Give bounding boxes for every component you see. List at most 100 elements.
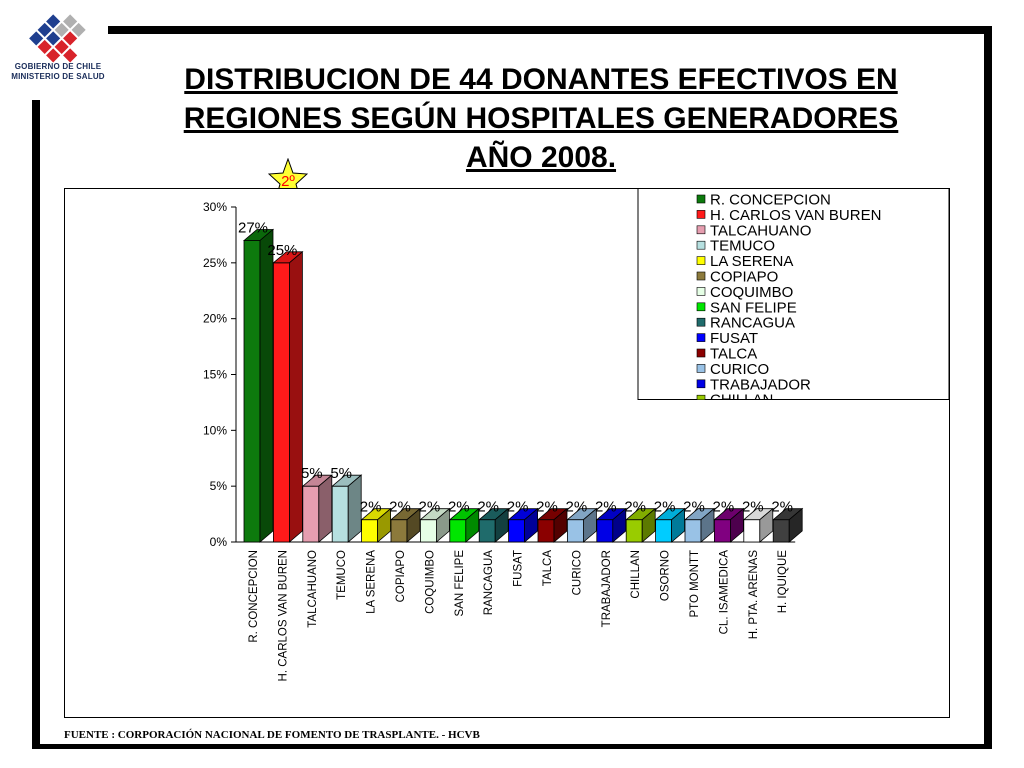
bar (331, 474, 363, 543)
legend-swatch (696, 364, 706, 373)
title-line-1: DISTRIBUCION DE 44 DONANTES EFECTIVOS EN (184, 63, 898, 96)
bar-side (465, 507, 480, 543)
bar-front (714, 519, 731, 543)
data-label: 25% (267, 242, 297, 259)
logo-text-line2: MINISTERIO DE SALUD (11, 72, 105, 81)
bar (772, 507, 804, 543)
bar (507, 507, 539, 543)
bar-front (537, 519, 555, 543)
title-line-3: AÑO 2008. (465, 141, 617, 174)
logo-text-line1: GOBIERNO DE CHILE (14, 62, 102, 71)
data-label: 2% (624, 499, 646, 516)
x-tick-label: R. CONCEPCION (248, 550, 260, 643)
legend-label: TEMUCO (710, 238, 775, 255)
bar-side (759, 507, 774, 543)
legend-swatch (696, 333, 706, 342)
x-tick-label: CURICO (571, 550, 583, 595)
bar (242, 228, 275, 543)
bar-side (612, 507, 627, 543)
bar-side (259, 228, 274, 543)
x-tick-label: CHILLAN (630, 550, 642, 599)
x-tick-label: LA SERENA (366, 550, 378, 614)
y-tick-label: 30% (203, 200, 227, 214)
bar-front (419, 519, 437, 543)
bar-side (318, 474, 333, 543)
bar-front (566, 519, 584, 543)
page-title: DISTRIBUCION DE 44 DONANTES EFECTIVOS EN… (120, 60, 962, 177)
frame-right-border (984, 26, 992, 748)
frame-left-border (32, 100, 40, 749)
legend-swatch (696, 394, 706, 400)
x-tick-label: PTO MONTT (689, 550, 701, 618)
legend-label: TALCAHUANO (710, 222, 811, 239)
data-label: 2% (360, 499, 382, 516)
bar-side (788, 507, 803, 543)
legend-label: LA SERENA (710, 253, 793, 270)
bar (360, 507, 392, 543)
title-line-2: REGIONES SEGÚN HOSPITALES GENERADORES (183, 102, 899, 135)
legend-swatch (696, 348, 706, 358)
data-label: 5% (330, 465, 352, 482)
legend-label: FUSAT (710, 330, 758, 347)
legend-swatch (696, 302, 706, 312)
y-tick-label: 5% (210, 479, 228, 493)
data-label: 2% (742, 499, 764, 516)
legend-swatch (696, 194, 706, 204)
bar-front (243, 240, 261, 543)
bar-front (449, 519, 467, 543)
bar (566, 507, 598, 543)
legend-swatch (696, 379, 706, 389)
x-tick-label: COPIAPO (395, 550, 407, 602)
x-tick-label: TALCA (542, 550, 554, 587)
bar-front (331, 485, 349, 543)
bar-side (671, 507, 685, 543)
x-tick-label: RANCAGUA (483, 550, 495, 616)
y-tick-label: 25% (203, 256, 227, 270)
bar (301, 474, 333, 543)
bar-front (478, 519, 496, 543)
data-label: 5% (301, 465, 323, 482)
data-label: 2% (654, 499, 676, 516)
data-label: 2% (713, 499, 735, 516)
bar (389, 507, 422, 543)
legend-swatch (696, 210, 706, 219)
bar-front (596, 519, 614, 543)
legend-swatch (696, 240, 706, 250)
x-tick-label: H. IQUIQUE (777, 550, 789, 614)
bar-front (508, 519, 526, 543)
bar (683, 507, 716, 543)
x-tick-label: CL. ISAMEDICA (718, 550, 730, 635)
data-label: 2% (419, 499, 441, 516)
data-label: 2% (477, 499, 499, 516)
legend-label: H. CARLOS VAN BUREN (710, 207, 881, 224)
frame-bottom-border (32, 744, 992, 749)
x-tick-label: FUSAT (513, 550, 525, 587)
bar (742, 507, 774, 543)
bar-chart: 0% 5% 10% 15% 20% 25% 30% 27% R. CONCEPCION 25% H.… (64, 188, 950, 718)
bar-front (302, 485, 320, 543)
bar-front (655, 519, 672, 543)
legend-label: CURICO (710, 361, 769, 378)
legend-label: RANCAGUA (710, 315, 795, 332)
bar-side (524, 507, 539, 543)
bar (625, 507, 657, 543)
bar (448, 507, 480, 543)
legend-label: TRABAJADOR (710, 376, 811, 393)
bar (595, 507, 627, 543)
x-tick-label: H. PTA. ARENAS (748, 550, 760, 640)
source-footer: FUENTE : CORPORACIÓN NACIONAL DE FOMENTO… (64, 729, 480, 741)
bar-front (361, 519, 379, 543)
bar-side (288, 250, 303, 543)
bar-front (684, 519, 702, 543)
data-label: 2% (448, 499, 470, 516)
x-tick-label: OSORNO (660, 550, 672, 601)
data-label: 2% (507, 499, 529, 516)
legend-swatch (696, 256, 706, 265)
legend-label: COQUIMBO (710, 284, 793, 301)
bar-front (772, 519, 790, 543)
legend-label: CHILLAN (710, 392, 773, 409)
x-tick-label: TALCAHUANO (307, 550, 319, 628)
bar (713, 507, 745, 543)
